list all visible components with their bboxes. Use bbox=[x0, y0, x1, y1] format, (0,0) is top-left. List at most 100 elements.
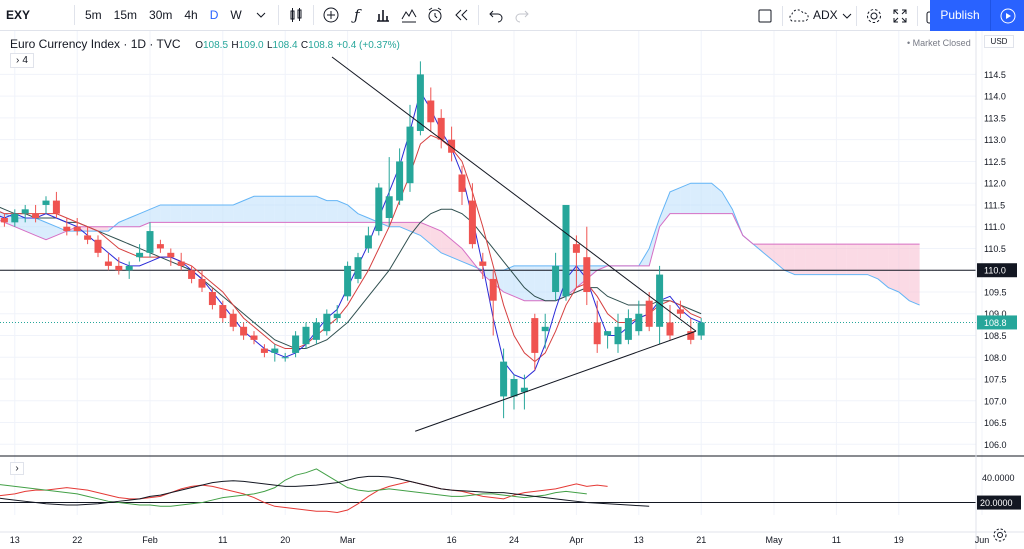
price-tick-label: 114.0 bbox=[984, 92, 1006, 102]
time-tick-label: 16 bbox=[447, 535, 457, 545]
undo-icon[interactable] bbox=[483, 0, 509, 31]
symbol-search[interactable]: EXY bbox=[6, 7, 31, 22]
layout-selector[interactable]: ADX bbox=[787, 0, 852, 31]
candle bbox=[125, 261, 133, 279]
adx-line bbox=[0, 475, 650, 507]
price-tick-label: 110.5 bbox=[984, 244, 1006, 254]
candle bbox=[583, 226, 591, 306]
candle bbox=[448, 126, 456, 162]
chart-legend: Euro Currency Index · 1D · TVC O108.5 H1… bbox=[10, 37, 400, 51]
financials-icon[interactable] bbox=[370, 0, 396, 31]
symbol-title: Euro Currency Index · 1D · TVC bbox=[10, 37, 181, 51]
currency-badge[interactable]: USD bbox=[984, 35, 1014, 48]
cloud-segment bbox=[815, 244, 826, 275]
market-status-text: Market Closed bbox=[912, 38, 971, 48]
cloud-segment bbox=[25, 218, 36, 236]
indicators-icon[interactable]: ƒ bbox=[353, 6, 360, 24]
top-toolbar: EXY 5m 15m 30m 4h D W ƒ ADX Publish bbox=[0, 0, 1024, 31]
cloud-segment bbox=[649, 218, 660, 266]
redo-icon[interactable] bbox=[509, 0, 535, 31]
price-tick-label: 113.5 bbox=[984, 113, 1006, 123]
di-minus-line bbox=[0, 480, 608, 514]
chevron-down-icon[interactable] bbox=[248, 0, 274, 31]
interval-4h[interactable]: 4h bbox=[184, 7, 198, 22]
time-settings-gear-icon[interactable] bbox=[992, 527, 1008, 543]
cloud-segment bbox=[534, 265, 546, 301]
price-tick-label: 106.5 bbox=[984, 418, 1007, 428]
candle bbox=[250, 331, 258, 345]
legend-collapse-button[interactable]: › 4 bbox=[10, 53, 34, 68]
templates-icon[interactable] bbox=[396, 0, 422, 31]
candles bbox=[0, 61, 705, 419]
candle bbox=[52, 191, 60, 219]
candle bbox=[375, 183, 383, 236]
candles-icon[interactable] bbox=[283, 0, 309, 31]
cloud-segment bbox=[264, 196, 275, 223]
settings-gear-icon[interactable] bbox=[861, 0, 887, 31]
candle bbox=[281, 352, 289, 362]
adx-pane: 40.0000 20.0000 bbox=[0, 468, 1021, 514]
cloud-segment bbox=[722, 191, 733, 214]
interval-15m[interactable]: 15m bbox=[113, 7, 138, 22]
publish-button[interactable]: Publish bbox=[930, 0, 990, 31]
alert-clock-icon[interactable] bbox=[422, 0, 448, 31]
candle-body bbox=[562, 204, 570, 297]
candle-body bbox=[364, 235, 372, 249]
triangle-trendlines[interactable] bbox=[331, 56, 697, 432]
add-compare-icon[interactable] bbox=[318, 0, 344, 31]
candle bbox=[510, 374, 518, 410]
time-tick-label: Jun bbox=[975, 535, 990, 545]
candle-body bbox=[645, 300, 653, 327]
candle-body bbox=[406, 126, 414, 184]
candle-body bbox=[250, 335, 258, 340]
square-toggle-icon[interactable] bbox=[752, 0, 778, 31]
candle-body bbox=[468, 200, 476, 245]
cloud-segment bbox=[878, 244, 889, 288]
cloud-segment bbox=[909, 244, 920, 306]
cloud-segment bbox=[524, 265, 535, 301]
interval-D[interactable]: D bbox=[209, 7, 219, 22]
time-tick-label: 13 bbox=[10, 535, 20, 545]
candle bbox=[416, 61, 424, 136]
cloud-segment bbox=[139, 209, 150, 227]
replay-icon[interactable] bbox=[448, 0, 474, 31]
toolbar-divider bbox=[277, 5, 279, 25]
interval-30m[interactable]: 30m bbox=[149, 7, 173, 22]
time-tick-label: 20 bbox=[280, 535, 290, 545]
cloud-span-a bbox=[0, 182, 920, 306]
candle-body bbox=[188, 270, 196, 279]
candle bbox=[396, 148, 404, 205]
candle bbox=[42, 196, 50, 214]
price-axis[interactable]: 114.5 114.0 113.5 113.0 112.5 112.0 111.5 111.0… bbox=[975, 31, 1017, 549]
candle bbox=[656, 265, 664, 345]
interval-5m[interactable]: 5m bbox=[85, 7, 102, 22]
candle-body bbox=[73, 226, 81, 232]
cloud-segment bbox=[701, 183, 712, 214]
adx-collapse-button[interactable]: › bbox=[10, 462, 24, 475]
publish-play-icon[interactable] bbox=[990, 0, 1024, 31]
candle bbox=[541, 313, 549, 349]
di-plus-line bbox=[0, 468, 587, 507]
fullscreen-icon[interactable] bbox=[887, 0, 913, 31]
cloud-segment bbox=[181, 204, 192, 223]
cloud-segment bbox=[774, 244, 785, 271]
cloud-segment bbox=[150, 204, 161, 223]
cloud-segment bbox=[784, 244, 795, 275]
ohlc-close-value: 108.8 bbox=[308, 40, 334, 51]
candle bbox=[687, 318, 695, 345]
cloud-segment bbox=[389, 222, 400, 227]
time-tick-label: Apr bbox=[569, 535, 583, 545]
candle bbox=[458, 165, 466, 205]
candle-body bbox=[208, 291, 216, 306]
cloud-segment bbox=[56, 226, 67, 236]
price-chart[interactable]: 40.0000 20.0000 114.5 114.0 113.5 113.0 112.5… bbox=[0, 31, 1024, 549]
candle-body bbox=[604, 331, 612, 336]
candle-body bbox=[271, 348, 279, 353]
price-tick-label: 111.0 bbox=[984, 222, 1005, 232]
time-axis[interactable]: 13 22 Feb 11 20 Mar 16 24 Apr 13 21 May 11 19 Jun bbox=[0, 531, 1024, 545]
candle bbox=[198, 270, 206, 292]
candle-body bbox=[437, 117, 445, 140]
cloud-segment bbox=[514, 265, 525, 301]
interval-W[interactable]: W bbox=[230, 7, 242, 22]
cloud-segment bbox=[846, 244, 858, 275]
